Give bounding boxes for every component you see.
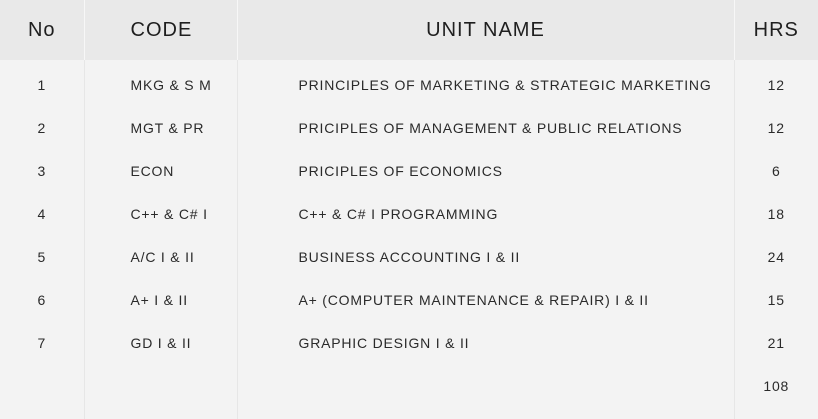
cell-hrs: 12 <box>767 76 785 93</box>
cell-unit-name: C++ & C# I PROGRAMMING <box>237 192 735 235</box>
cell-no: 2 <box>0 106 85 149</box>
cell-no: 6 <box>0 278 85 321</box>
table-row: 7 GD I & II GRAPHIC DESIGN I & II 21 <box>0 321 818 364</box>
table-row: 1 MKG & S M PRINCIPLES OF MARKETING & ST… <box>0 63 818 106</box>
cell-hrs: 6 <box>771 162 781 179</box>
total-row: 108 <box>0 364 818 407</box>
cell-code: A+ I & II <box>84 278 238 321</box>
cell-unit-name: A+ (COMPUTER MAINTENANCE & REPAIR) I & I… <box>237 278 735 321</box>
table-header: No CODE UNIT NAME HRS <box>0 0 818 60</box>
header-unit-name: UNIT NAME <box>237 0 735 60</box>
cell-hrs: 15 <box>767 291 785 308</box>
header-code: CODE <box>84 0 238 60</box>
cell-hrs: 12 <box>767 119 785 136</box>
cell-no: 1 <box>0 63 85 106</box>
cell-hrs: 24 <box>767 248 785 265</box>
table-row: 5 A/C I & II BUSINESS ACCOUNTING I & II … <box>0 235 818 278</box>
cell-code: MKG & S M <box>84 63 238 106</box>
cell-code: C++ & C# I <box>84 192 238 235</box>
header-row: No CODE UNIT NAME HRS <box>0 0 818 60</box>
table-row: 6 A+ I & II A+ (COMPUTER MAINTENANCE & R… <box>0 278 818 321</box>
total-unit-empty <box>237 364 735 407</box>
cell-code: MGT & PR <box>84 106 238 149</box>
cell-no: 4 <box>0 192 85 235</box>
total-code-empty <box>84 364 238 407</box>
cell-no: 3 <box>0 149 85 192</box>
cell-unit-name: BUSINESS ACCOUNTING I & II <box>237 235 735 278</box>
table-row: 3 ECON PRICIPLES OF ECONOMICS 6 <box>0 149 818 192</box>
cell-no: 7 <box>0 321 85 364</box>
total-hrs: 108 <box>763 377 790 394</box>
cell-unit-name: PRICIPLES OF MANAGEMENT & PUBLIC RELATIO… <box>237 106 735 149</box>
table-spacer <box>0 60 818 63</box>
table-spacer <box>0 407 818 419</box>
cell-code: GD I & II <box>84 321 238 364</box>
cell-code: A/C I & II <box>84 235 238 278</box>
cell-no: 5 <box>0 235 85 278</box>
cell-hrs: 21 <box>767 334 785 351</box>
cell-unit-name: GRAPHIC DESIGN I & II <box>237 321 735 364</box>
header-hrs: HRS <box>734 0 818 60</box>
header-no: No <box>0 0 85 60</box>
table-row: 2 MGT & PR PRICIPLES OF MANAGEMENT & PUB… <box>0 106 818 149</box>
cell-unit-name: PRINCIPLES OF MARKETING & STRATEGIC MARK… <box>237 63 735 106</box>
table-body: 1 MKG & S M PRINCIPLES OF MARKETING & ST… <box>0 60 818 419</box>
table-row: 4 C++ & C# I C++ & C# I PROGRAMMING 18 <box>0 192 818 235</box>
total-no-empty <box>0 364 85 407</box>
cell-hrs: 18 <box>767 205 785 222</box>
cell-unit-name: PRICIPLES OF ECONOMICS <box>237 149 735 192</box>
cell-code: ECON <box>84 149 238 192</box>
